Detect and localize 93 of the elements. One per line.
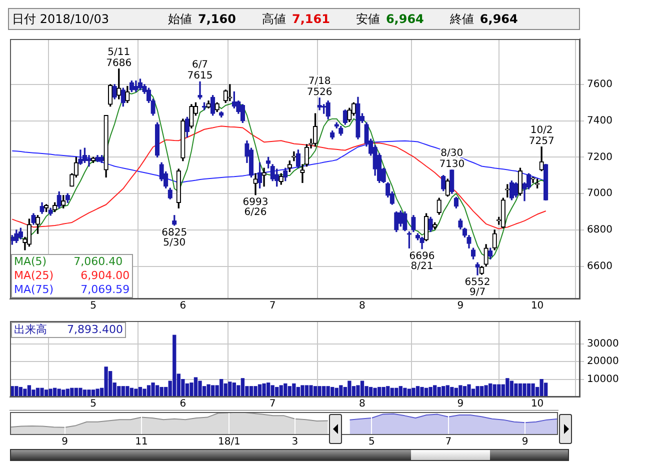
text: 終値 xyxy=(450,10,474,28)
bar xyxy=(160,386,164,397)
bar xyxy=(87,390,91,397)
annotation: 7,069.59 xyxy=(80,283,130,297)
bar xyxy=(40,388,44,397)
x-tick-label: 7 xyxy=(269,300,276,312)
x-tick-label: 9 xyxy=(62,436,68,448)
bar xyxy=(300,385,304,397)
bar xyxy=(292,383,296,397)
annotation: 6993 6/26 xyxy=(242,196,268,218)
x-tick-label: 7 xyxy=(269,398,276,410)
text: 安値 xyxy=(356,10,380,28)
x-tick-label: 9 xyxy=(522,436,528,448)
bar xyxy=(254,386,258,397)
bar xyxy=(23,388,27,397)
x-tick-label: 6 xyxy=(180,300,186,312)
x-tick-label: 8 xyxy=(359,398,366,410)
bar xyxy=(348,380,352,397)
y-tick-label: 7400 xyxy=(587,115,612,126)
text: MA(25) xyxy=(14,269,54,282)
text: 6,964 xyxy=(386,12,424,26)
annotation: 7/18 7526 xyxy=(306,76,332,98)
bar xyxy=(356,385,360,397)
bar xyxy=(318,386,322,397)
annotation: 7,893.400 xyxy=(66,323,123,337)
y-tick-label: 6600 xyxy=(587,260,612,272)
bar xyxy=(403,388,407,397)
text: 7,160 xyxy=(198,12,236,26)
bar xyxy=(484,385,488,397)
bar xyxy=(228,382,232,397)
annotation: 6696 8/21 xyxy=(409,250,435,272)
bar xyxy=(428,386,432,397)
bar xyxy=(373,388,377,397)
bar xyxy=(531,383,535,397)
x-tick-label: 9 xyxy=(457,398,464,410)
bar xyxy=(514,383,518,397)
annotation: 6,904.00 xyxy=(80,269,130,283)
bar xyxy=(476,386,480,397)
x-tick-label: 9 xyxy=(457,300,464,312)
bar xyxy=(48,388,52,397)
text: 6,964 xyxy=(480,12,518,26)
annotation: 6/7 7615 xyxy=(187,60,213,82)
bar xyxy=(198,380,202,397)
bar xyxy=(194,377,198,397)
bar xyxy=(467,384,471,397)
bar xyxy=(458,385,462,397)
x-tick-label: 10 xyxy=(530,300,544,312)
bar xyxy=(96,388,100,397)
x-tick-label: 5 xyxy=(90,300,96,312)
bar xyxy=(134,388,138,397)
x-tick-label: 5 xyxy=(90,398,96,410)
text: 高値 xyxy=(262,10,286,28)
y-tick-label: 10000 xyxy=(587,374,619,385)
bar xyxy=(142,388,146,397)
candlestick xyxy=(253,173,258,196)
bar xyxy=(151,382,155,397)
text: 7,161 xyxy=(292,12,330,26)
bar xyxy=(412,388,416,397)
annotation: 6552 9/7 xyxy=(464,277,490,298)
y-tick-label: 7600 xyxy=(587,79,612,90)
x-tick-label: 6 xyxy=(180,398,186,410)
bar xyxy=(262,383,266,397)
bar xyxy=(206,384,210,397)
x-tick-label: 11 xyxy=(135,436,148,448)
y-tick-label: 6800 xyxy=(587,224,612,236)
x-tick-label: 5 xyxy=(368,436,375,448)
x-tick-label: 7 xyxy=(445,436,452,448)
bar xyxy=(309,385,313,397)
x-tick-label: 18/1 xyxy=(218,436,240,448)
x-tick-label: 10 xyxy=(530,398,544,410)
annotation: 10/2 7257 xyxy=(528,124,554,147)
annotation: 5/11 7686 xyxy=(106,46,132,69)
x-tick-label: 3 xyxy=(292,436,298,448)
bar xyxy=(78,388,82,397)
x-tick-label: 8 xyxy=(359,300,366,312)
y-tick-label: 30000 xyxy=(587,338,619,350)
y-tick-label: 20000 xyxy=(587,356,619,368)
bar xyxy=(540,378,544,397)
annotation: 6825 5/30 xyxy=(162,227,188,248)
series-label: MA(5) xyxy=(14,255,47,268)
y-tick-label: 7000 xyxy=(587,188,612,200)
bar xyxy=(172,334,176,397)
bar xyxy=(104,366,108,397)
text: MA(75) xyxy=(14,283,54,296)
annotation: 7,060.40 xyxy=(72,255,123,269)
y-tick-label: 7200 xyxy=(587,152,612,163)
text: 始値 xyxy=(168,10,192,28)
text: 日付 2018/10/03 xyxy=(11,10,110,28)
bar xyxy=(240,378,245,397)
bar xyxy=(506,378,510,397)
bar xyxy=(420,386,424,397)
text: 出来高 xyxy=(14,323,47,336)
bar xyxy=(522,383,526,397)
